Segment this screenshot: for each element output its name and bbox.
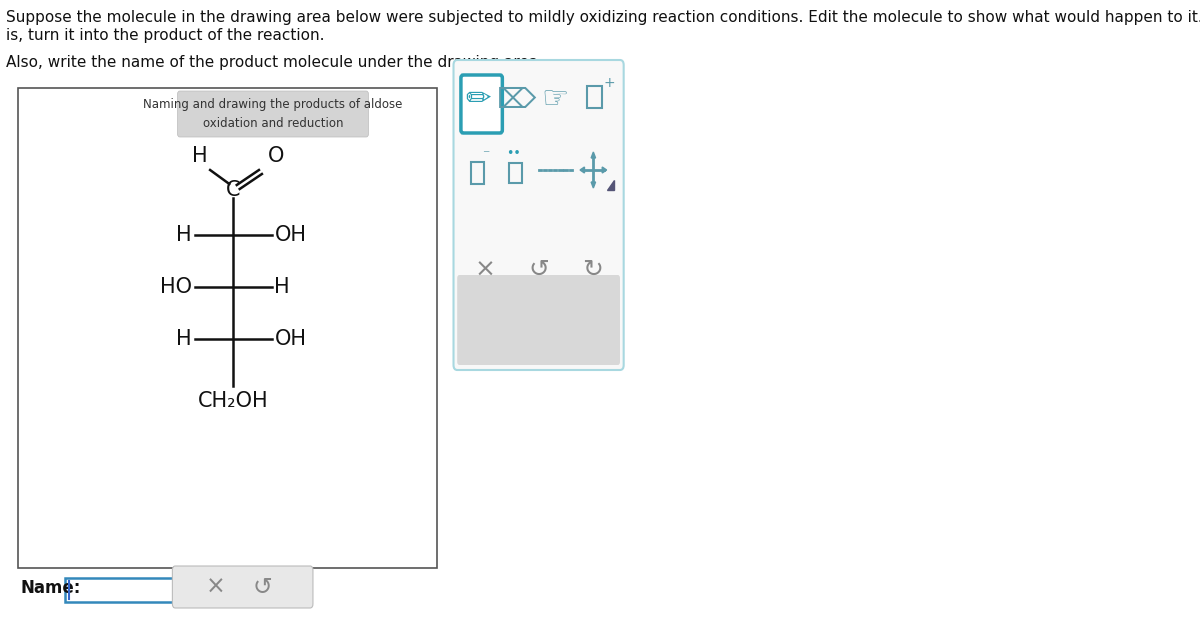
Text: OH: OH: [275, 225, 306, 245]
Text: ⌦: ⌦: [497, 86, 536, 114]
Polygon shape: [592, 182, 595, 188]
Text: H: H: [176, 225, 192, 245]
Text: CH₂OH: CH₂OH: [198, 391, 269, 411]
Bar: [18, 88, 437, 568]
Polygon shape: [607, 180, 614, 190]
Polygon shape: [602, 167, 607, 173]
Text: ✏: ✏: [466, 86, 491, 114]
Text: +: +: [604, 76, 616, 90]
FancyBboxPatch shape: [173, 566, 313, 608]
Text: Naming and drawing the products of aldose
oxidation and reduction: Naming and drawing the products of aldos…: [143, 98, 403, 130]
Bar: [588, 86, 602, 108]
Bar: [470, 162, 484, 184]
Text: is, turn it into the product of the reaction.: is, turn it into the product of the reac…: [6, 28, 324, 43]
Text: Name:: Name:: [20, 579, 82, 597]
Text: ☞: ☞: [541, 86, 569, 114]
Text: C: C: [226, 180, 240, 200]
Text: HO: HO: [160, 277, 192, 297]
Polygon shape: [592, 152, 595, 158]
Text: Also, write the name of the product molecule under the drawing area.: Also, write the name of the product mole…: [6, 55, 544, 70]
Text: ⁻: ⁻: [481, 148, 490, 162]
Polygon shape: [580, 167, 584, 173]
FancyBboxPatch shape: [454, 60, 624, 370]
Text: O: O: [268, 146, 284, 166]
Text: ↺: ↺: [253, 575, 272, 599]
FancyBboxPatch shape: [178, 91, 368, 137]
Text: H: H: [275, 277, 290, 297]
Text: ×: ×: [474, 258, 496, 282]
Text: ×: ×: [206, 575, 226, 599]
Text: Suppose the molecule in the drawing area below were subjected to mildly oxidizin: Suppose the molecule in the drawing area…: [6, 10, 1200, 25]
Text: H: H: [176, 329, 192, 349]
FancyBboxPatch shape: [461, 75, 503, 133]
Bar: [509, 163, 522, 183]
Bar: [65, 578, 194, 602]
FancyBboxPatch shape: [457, 275, 620, 365]
Text: H: H: [192, 146, 208, 166]
Text: ••: ••: [506, 147, 521, 160]
Text: OH: OH: [275, 329, 306, 349]
Text: ↻: ↻: [582, 258, 604, 282]
Text: ↺: ↺: [528, 258, 550, 282]
